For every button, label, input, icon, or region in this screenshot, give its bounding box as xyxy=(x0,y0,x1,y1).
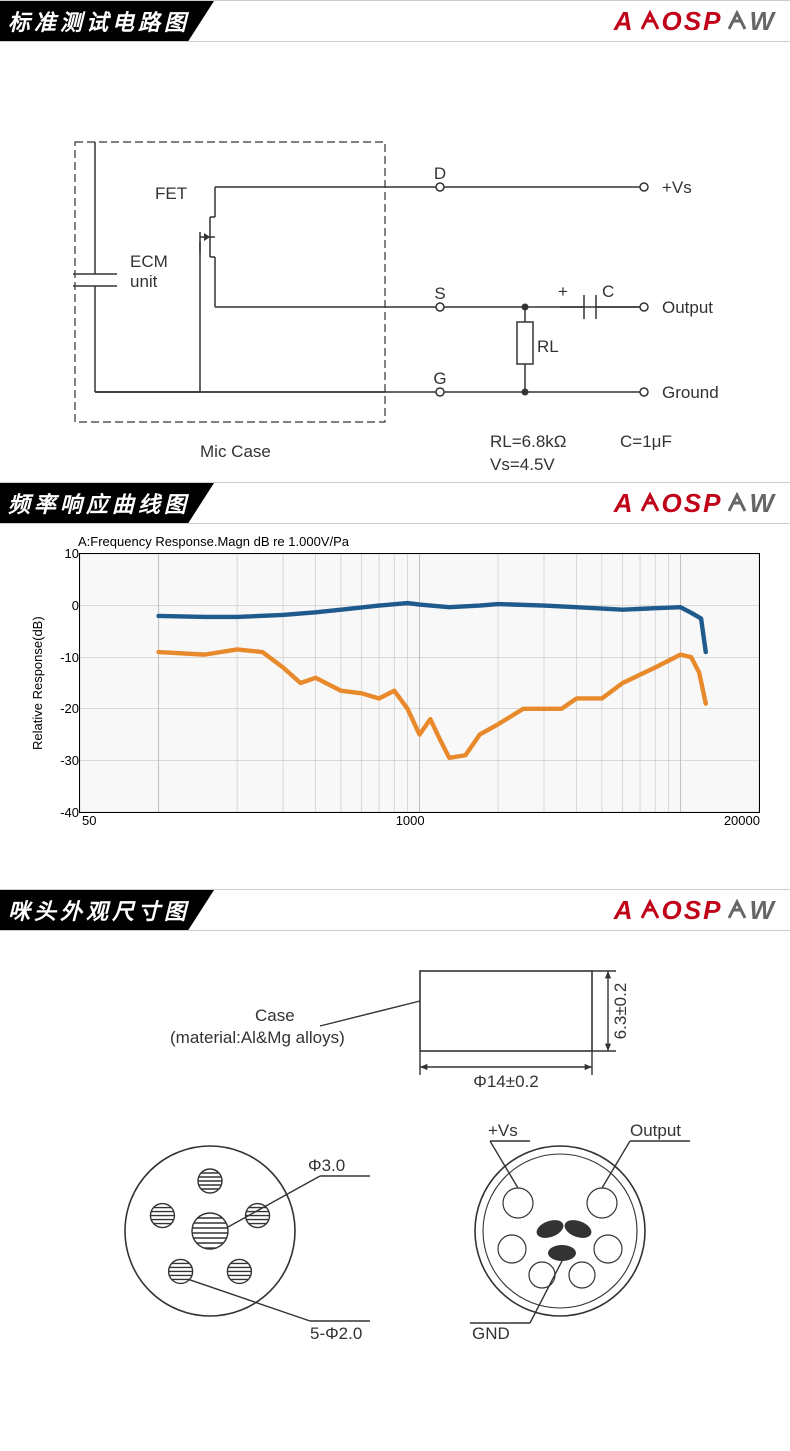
section-header-response: 频率响应曲线图 A OSP W xyxy=(0,482,790,524)
frequency-response-chart: A:Frequency Response.Magn dB re 1.000V/P… xyxy=(0,524,790,889)
brand-logo: A OSP W xyxy=(614,895,776,926)
section-header-dimensions: 咪头外观尺寸图 A OSP W xyxy=(0,889,790,931)
chart-xticks: 50100020000 xyxy=(82,813,760,828)
svg-text:Φ14±0.2: Φ14±0.2 xyxy=(473,1072,538,1091)
svg-text:GND: GND xyxy=(472,1324,510,1343)
chart-ylabel: Relative Response(dB) xyxy=(30,553,45,813)
section-title: 频率响应曲线图 xyxy=(0,483,214,523)
chart-yticks: 100-10-20-30-40 xyxy=(51,546,79,820)
svg-text:Mic Case: Mic Case xyxy=(200,442,271,461)
svg-text:Φ3.0: Φ3.0 xyxy=(308,1156,345,1175)
svg-text:D: D xyxy=(434,164,446,183)
chart-lines xyxy=(80,554,759,812)
chart-plot-area xyxy=(79,553,760,813)
svg-text:RL: RL xyxy=(537,337,559,356)
svg-text:5-Φ2.0: 5-Φ2.0 xyxy=(310,1324,362,1343)
section-title: 标准测试电路图 xyxy=(0,1,214,41)
svg-text:+: + xyxy=(558,282,568,301)
svg-text:S: S xyxy=(434,284,445,303)
svg-text:Output: Output xyxy=(630,1121,681,1140)
svg-text:G: G xyxy=(433,369,446,388)
svg-text:FET: FET xyxy=(155,184,187,203)
svg-text:Ground: Ground xyxy=(662,383,719,402)
svg-text:Case: Case xyxy=(255,1006,295,1025)
svg-text:unit: unit xyxy=(130,272,158,291)
section-title: 咪头外观尺寸图 xyxy=(0,890,214,930)
dimension-diagram: Φ14±0.2 6.3±0.2 Case (material:Al&Mg alloys… xyxy=(0,931,790,1351)
svg-text:C=1μF: C=1μF xyxy=(620,432,672,451)
section-header-circuit: 标准测试电路图 A OSP W xyxy=(0,0,790,42)
svg-text:Vs=4.5V: Vs=4.5V xyxy=(490,455,555,474)
svg-text:RL=6.8kΩ: RL=6.8kΩ xyxy=(490,432,567,451)
brand-logo: A OSP W xyxy=(614,6,776,37)
chart-title: A:Frequency Response.Magn dB re 1.000V/P… xyxy=(78,534,760,549)
svg-text:6.3±0.2: 6.3±0.2 xyxy=(611,983,630,1040)
dimension-svg: Φ14±0.2 6.3±0.2 Case (material:Al&Mg alloys… xyxy=(0,931,790,1351)
svg-text:Output: Output xyxy=(662,298,713,317)
svg-text:+Vs: +Vs xyxy=(488,1121,518,1140)
circuit-diagram: Mic Case D +Vs FET ECMunit S + C Output RL G Ground… xyxy=(0,42,790,482)
brand-logo: A OSP W xyxy=(614,488,776,519)
svg-text:+Vs: +Vs xyxy=(662,178,692,197)
svg-text:C: C xyxy=(602,282,614,301)
svg-text:(material:Al&Mg alloys): (material:Al&Mg alloys) xyxy=(170,1028,345,1047)
svg-text:ECM: ECM xyxy=(130,252,168,271)
circuit-svg: Mic Case D +Vs FET ECMunit S + C Output RL G Ground… xyxy=(0,42,790,482)
